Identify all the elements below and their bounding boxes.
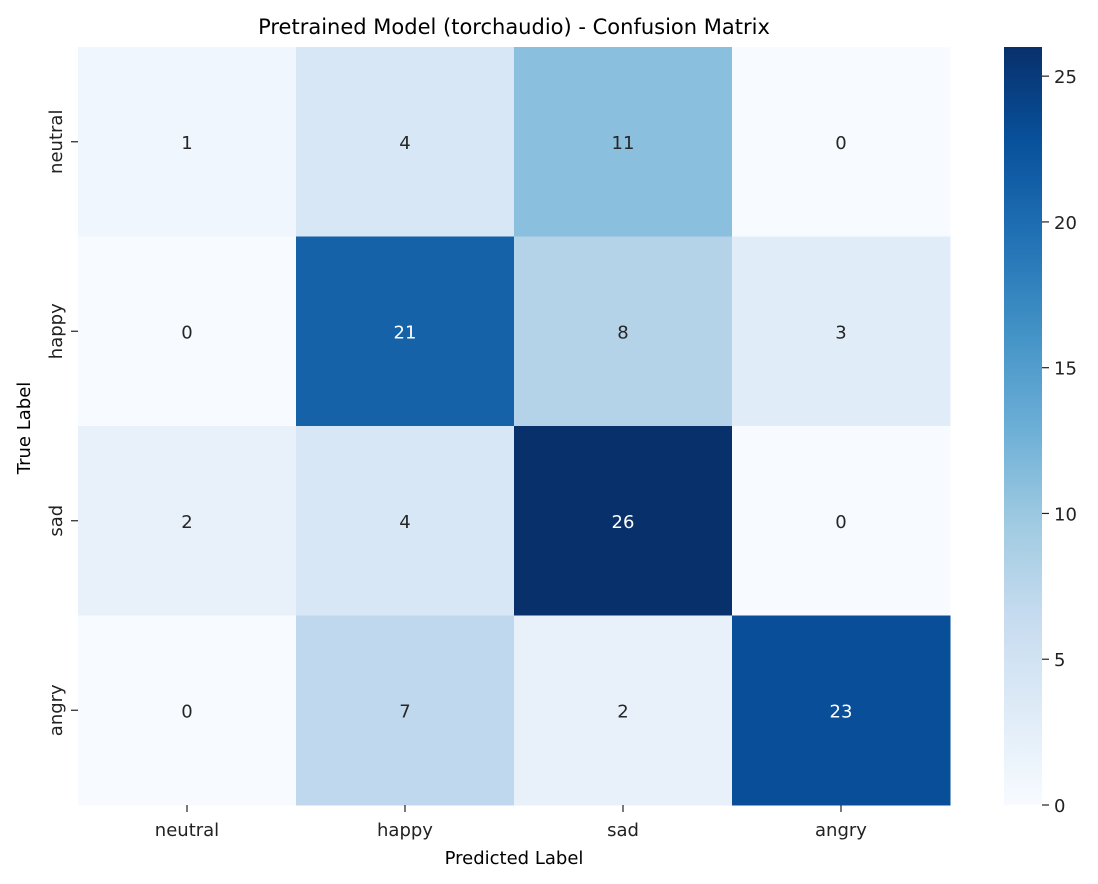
colorbar-tick-label: 20 [1054, 213, 1077, 234]
chart-title: Pretrained Model (torchaudio) - Confusio… [258, 15, 770, 39]
y-axis-label: True Label [14, 382, 35, 476]
y-axis-ticks: neutral happy sad angry [46, 110, 78, 736]
heatmap-cell [78, 426, 297, 616]
cell-value-label: 2 [617, 701, 628, 722]
cell-value-label: 23 [830, 701, 853, 722]
x-tick-label: angry [815, 820, 867, 841]
heatmap-cell [514, 426, 733, 616]
x-tick-label: neutral [155, 820, 219, 841]
cell-value-label: 7 [399, 701, 410, 722]
colorbar [1004, 47, 1042, 805]
cell-value-label: 4 [399, 133, 410, 154]
heatmap-cell [732, 47, 951, 237]
colorbar-tick-label: 5 [1054, 650, 1065, 671]
x-tick-label: sad [607, 820, 639, 841]
x-axis-label: Predicted Label [445, 848, 584, 869]
colorbar-tick-label: 0 [1054, 796, 1065, 817]
cell-value-label: 11 [612, 133, 635, 154]
colorbar-tick-label: 15 [1054, 359, 1077, 380]
heatmap-cell [732, 426, 951, 616]
heatmap-cell [732, 615, 951, 806]
cell-value-label: 0 [181, 701, 192, 722]
cell-value-label: 4 [399, 512, 410, 533]
heatmap-cell [514, 47, 733, 237]
heatmap-cells: 1 4 11 0 0 21 8 3 2 4 26 0 0 7 2 23 [78, 47, 951, 806]
cell-value-label: 0 [835, 512, 846, 533]
cell-value-label: 0 [835, 133, 846, 154]
colorbar-tick-label: 25 [1054, 67, 1077, 88]
cell-value-label: 1 [181, 133, 192, 154]
heatmap-cell [78, 615, 297, 806]
heatmap-cell [296, 426, 515, 616]
heatmap-cell [296, 615, 515, 806]
x-tick-label: happy [377, 820, 433, 841]
heatmap-cell [514, 615, 733, 806]
cell-value-label: 26 [612, 512, 635, 533]
cell-value-label: 2 [181, 512, 192, 533]
heatmap-cell [514, 236, 733, 427]
cell-value-label: 0 [181, 322, 192, 343]
cell-value-label: 3 [835, 322, 846, 343]
colorbar-ticks: 0 5 10 15 20 25 [1042, 67, 1077, 817]
y-tick-label: sad [46, 505, 67, 537]
heatmap-cell [78, 236, 297, 427]
heatmap-cell [78, 47, 297, 237]
cell-value-label: 8 [617, 322, 628, 343]
y-tick-label: neutral [46, 110, 67, 174]
cell-value-label: 21 [394, 322, 417, 343]
y-tick-label: angry [46, 684, 67, 736]
y-tick-label: happy [46, 303, 67, 359]
x-axis-ticks: neutral happy sad angry [155, 805, 867, 841]
colorbar-tick-label: 10 [1054, 504, 1077, 525]
heatmap-cell [296, 47, 515, 237]
heatmap-cell [296, 236, 515, 427]
heatmap-cell [732, 236, 951, 427]
